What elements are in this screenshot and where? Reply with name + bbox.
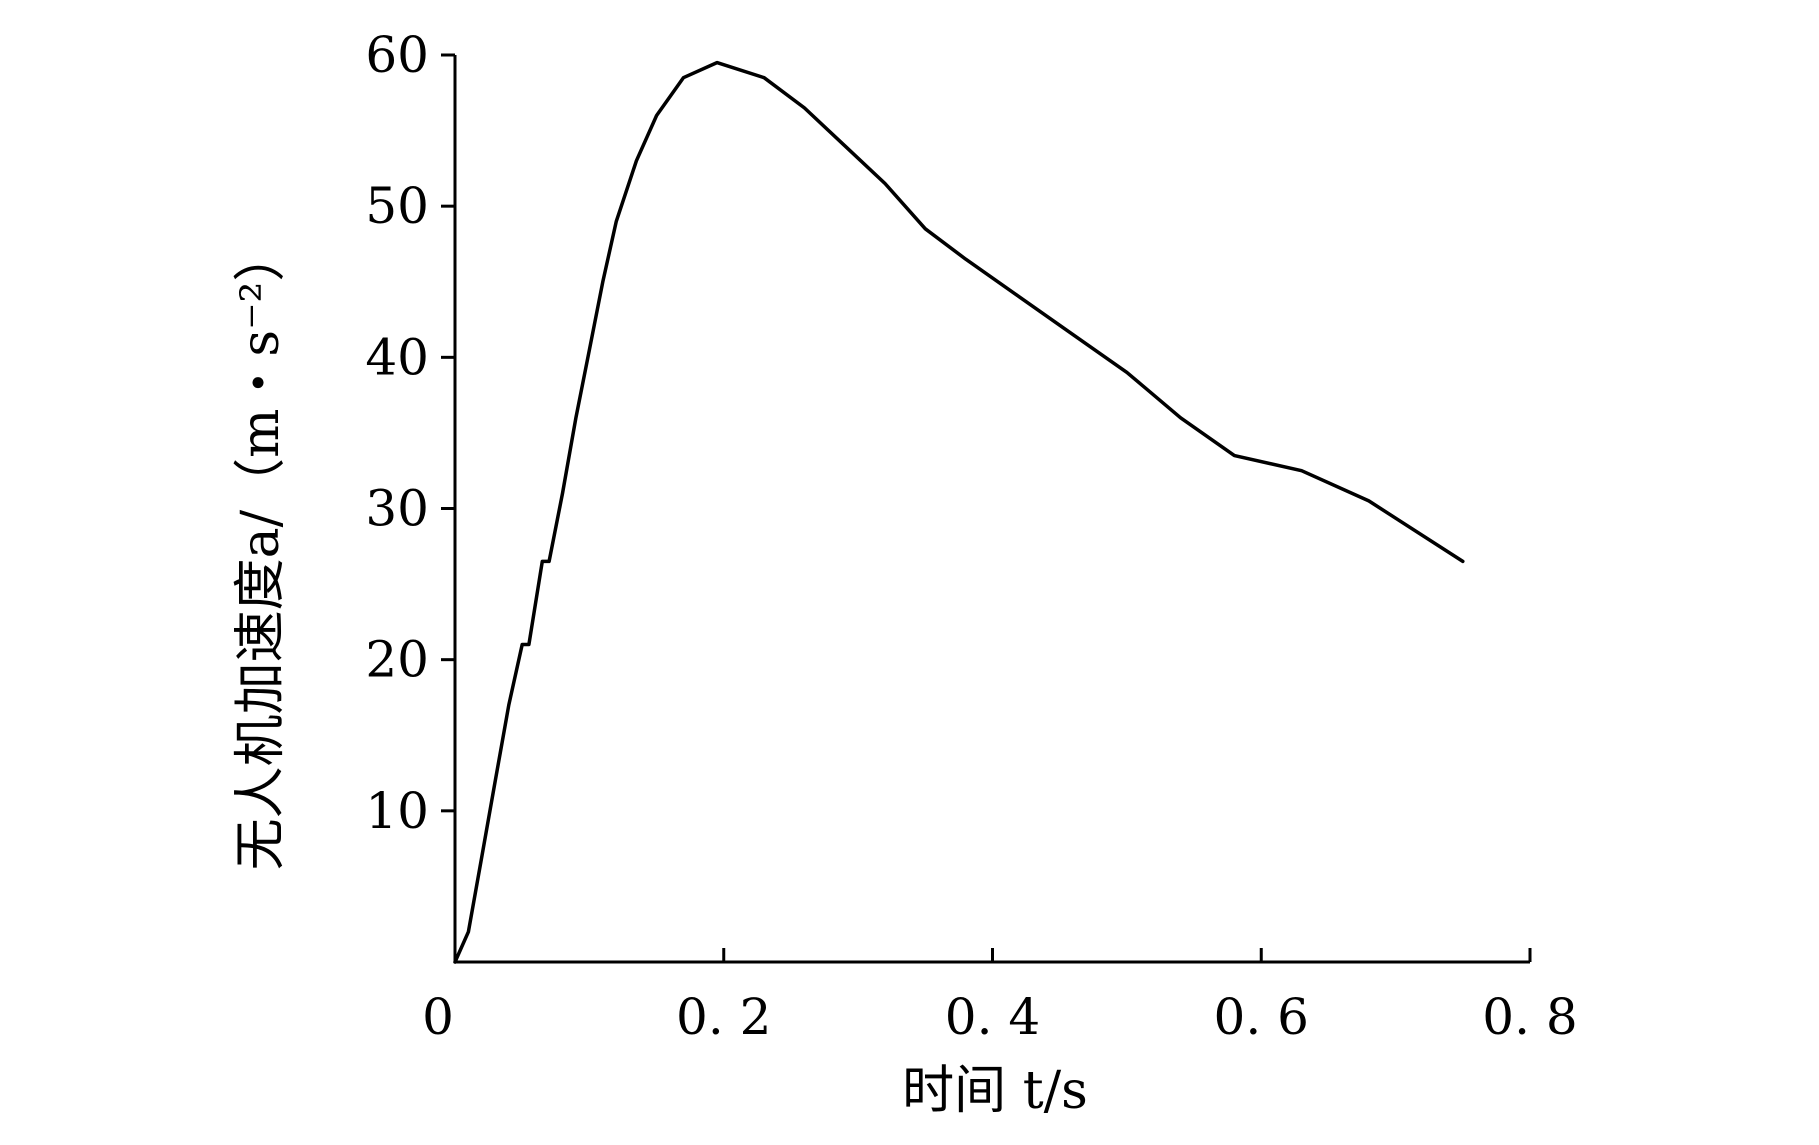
- x-tick-label: 0. 4: [945, 988, 1040, 1046]
- x-axis-ticks: 0 0. 2 0. 4 0. 6 0. 8: [422, 948, 1578, 1046]
- y-axis-ticks: 10 20 30 40 50 60: [365, 26, 455, 840]
- series-group: [453, 60, 1465, 964]
- y-tick-label: 40: [365, 328, 429, 386]
- y-tick-label: 10: [365, 782, 429, 840]
- x-tick-label: 0. 6: [1214, 988, 1309, 1046]
- y-tick-label: 50: [365, 177, 429, 235]
- acceleration-series-line: [453, 60, 1465, 964]
- x-tick-label: 0: [422, 988, 454, 1046]
- x-tick-label: 0. 2: [676, 988, 771, 1046]
- y-tick-label: 20: [365, 631, 429, 689]
- y-axis-title: 无人机加速度a/（m・s⁻²）: [231, 230, 291, 871]
- x-axis-title: 时间 t/s: [902, 1061, 1088, 1121]
- y-tick-label: 30: [365, 480, 429, 538]
- axes: [453, 55, 1530, 964]
- y-tick-label: 60: [365, 26, 429, 84]
- x-tick-label: 0. 8: [1482, 988, 1577, 1046]
